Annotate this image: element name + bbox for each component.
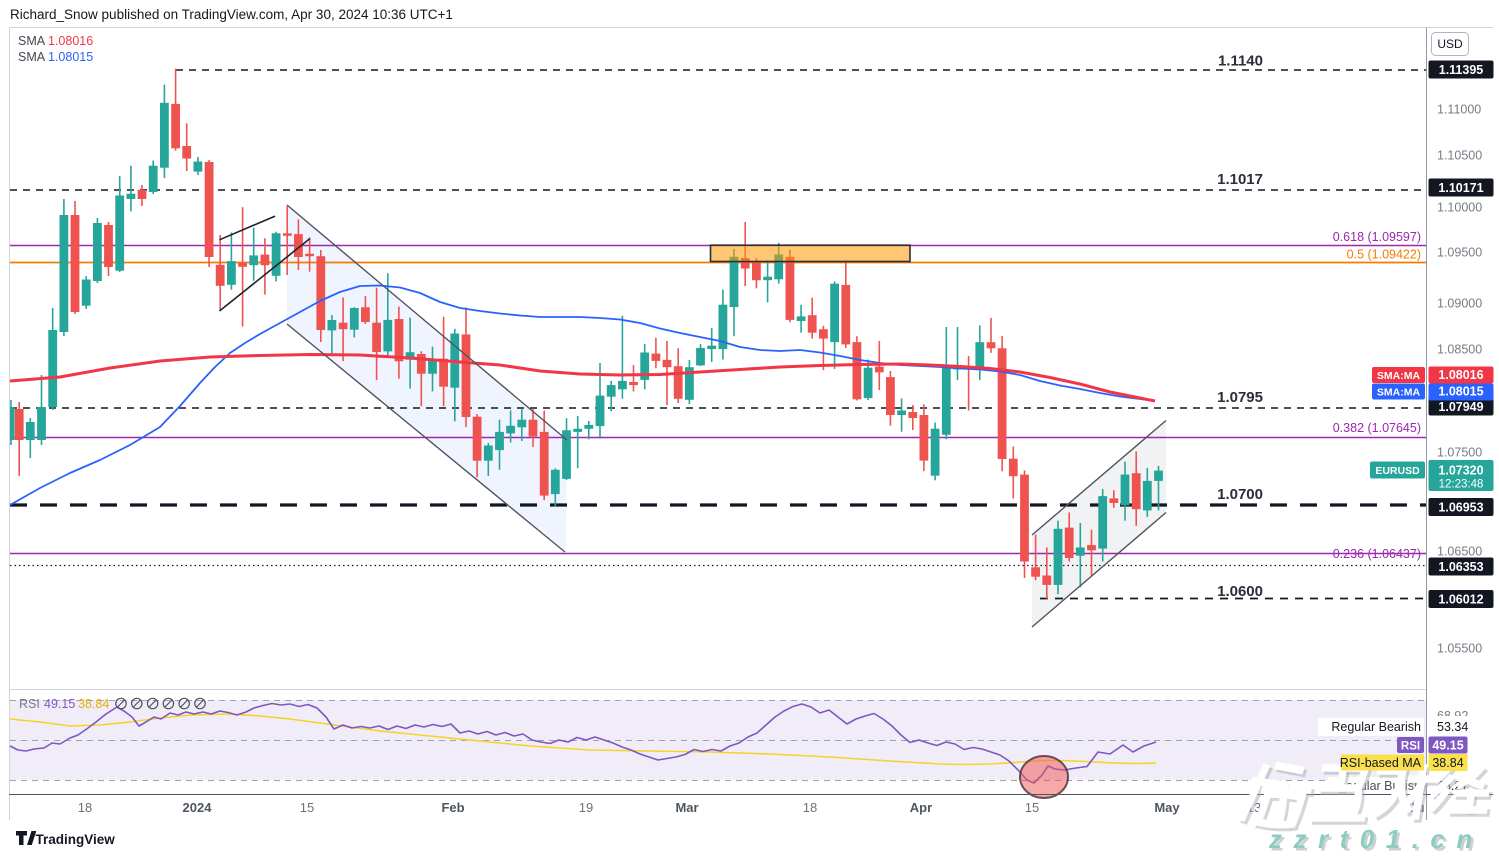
svg-text:USD: USD [1437,37,1463,51]
svg-text:1.1017: 1.1017 [1217,171,1263,188]
svg-text:1.07949: 1.07949 [1438,400,1483,414]
svg-text:RSI-based MA: RSI-based MA [1340,756,1422,770]
svg-text:18: 18 [78,800,92,815]
svg-text:1.11000: 1.11000 [1437,103,1481,117]
svg-text:1.07320: 1.07320 [1438,464,1483,478]
svg-text:1.10500: 1.10500 [1437,149,1482,163]
svg-text:0.382 (1.07645): 0.382 (1.07645) [1333,421,1421,435]
svg-text:Regular Bearish: Regular Bearish [1331,720,1421,734]
svg-text:1.1140: 1.1140 [1218,53,1263,70]
svg-text:SMA: SMA [18,34,46,48]
svg-text:1.10171: 1.10171 [1438,181,1483,195]
svg-text:15: 15 [1025,800,1039,815]
svg-text:1.07500: 1.07500 [1437,446,1482,460]
svg-text:Mar: Mar [675,800,698,815]
svg-text:12:23:48: 12:23:48 [1439,479,1484,491]
svg-text:Apr: Apr [910,800,932,815]
svg-text:15: 15 [300,800,314,815]
svg-text:1.0795: 1.0795 [1217,389,1263,406]
svg-text:SMA: SMA [18,50,46,64]
svg-text:SMA:MA: SMA:MA [1377,387,1421,399]
svg-text:SMA:MA: SMA:MA [1377,370,1421,382]
svg-text:Richard_Snow published on Trad: Richard_Snow published on TradingView.co… [10,7,453,22]
svg-text:RSI: RSI [1401,741,1420,753]
svg-text:53.34: 53.34 [1437,720,1468,734]
svg-text:0.236 (1.06437): 0.236 (1.06437) [1333,547,1421,561]
svg-text:49.15: 49.15 [1432,739,1463,753]
svg-text:19: 19 [579,800,593,815]
svg-text:zzrt01.cn: zzrt01.cn [1268,824,1484,854]
svg-text:TradingView: TradingView [36,832,116,847]
svg-text:RSI: RSI [19,697,40,711]
svg-text:0.618 (1.09597): 0.618 (1.09597) [1333,230,1421,244]
svg-text:1.11395: 1.11395 [1439,63,1484,77]
svg-text:18: 18 [803,800,817,815]
svg-text:1.08016: 1.08016 [1438,368,1483,382]
svg-text:2024: 2024 [183,800,213,815]
svg-text:1.08015: 1.08015 [1438,385,1483,399]
svg-text:1.06012: 1.06012 [1438,593,1483,607]
svg-text:1.09000: 1.09000 [1437,297,1482,311]
svg-text:zzrt01.cn: zzrt01.cn [1271,827,1487,857]
svg-text:49.15: 49.15 [44,697,75,711]
svg-text:1.05500: 1.05500 [1437,642,1482,656]
svg-text:1.09500: 1.09500 [1437,246,1482,260]
svg-text:1.06353: 1.06353 [1438,560,1483,574]
svg-text:Feb: Feb [441,800,464,815]
svg-text:May: May [1154,800,1180,815]
svg-text:1.08500: 1.08500 [1437,343,1482,357]
svg-text:1.0700: 1.0700 [1217,486,1263,503]
svg-text:EURUSD: EURUSD [1375,465,1420,477]
svg-text:1.0600: 1.0600 [1217,583,1263,600]
svg-text:1.10000: 1.10000 [1437,201,1482,215]
svg-text:1.08015: 1.08015 [48,50,93,64]
svg-text:38.84: 38.84 [1432,756,1463,770]
svg-text:1.08016: 1.08016 [48,34,93,48]
svg-text:0.5 (1.09422): 0.5 (1.09422) [1347,248,1421,262]
svg-text:1.06953: 1.06953 [1438,501,1483,515]
svg-text:38.84: 38.84 [78,697,109,711]
svg-text:1.06500: 1.06500 [1437,545,1482,559]
